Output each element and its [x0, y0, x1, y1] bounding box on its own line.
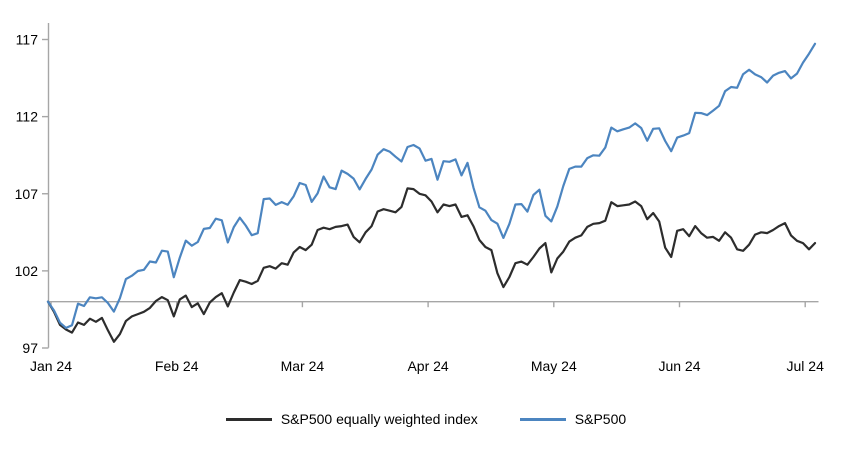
- svg-text:112: 112: [16, 109, 39, 125]
- svg-text:Apr 24: Apr 24: [407, 358, 448, 374]
- legend-label-sp500: S&P500: [574, 411, 627, 427]
- svg-text:Jul 24: Jul 24: [787, 358, 825, 374]
- svg-text:117: 117: [16, 32, 39, 48]
- svg-text:Jun 24: Jun 24: [658, 358, 700, 374]
- svg-text:97: 97: [22, 340, 38, 356]
- legend-line-swatch-equal-weight: [225, 417, 272, 421]
- chart-legend: S&P500 equally weighted index S&P500: [0, 411, 852, 427]
- svg-text:Jan 24: Jan 24: [30, 358, 72, 374]
- svg-text:May 24: May 24: [531, 358, 577, 374]
- legend-line-swatch-sp500: [519, 417, 566, 421]
- chart-canvas: 97 102 107 112 117 Jan 24 Feb 24 Mar 24 Apr 24 Ma…: [15, 23, 825, 374]
- svg-text:Feb 24: Feb 24: [155, 358, 199, 374]
- legend-item-sp500: S&P500: [519, 411, 627, 427]
- svg-text:107: 107: [15, 186, 39, 202]
- svg-text:102: 102: [15, 263, 39, 279]
- svg-text:Mar 24: Mar 24: [281, 358, 325, 374]
- legend-item-equal-weight: S&P500 equally weighted index: [225, 411, 478, 427]
- legend-label-equal-weight: S&P500 equally weighted index: [280, 411, 478, 427]
